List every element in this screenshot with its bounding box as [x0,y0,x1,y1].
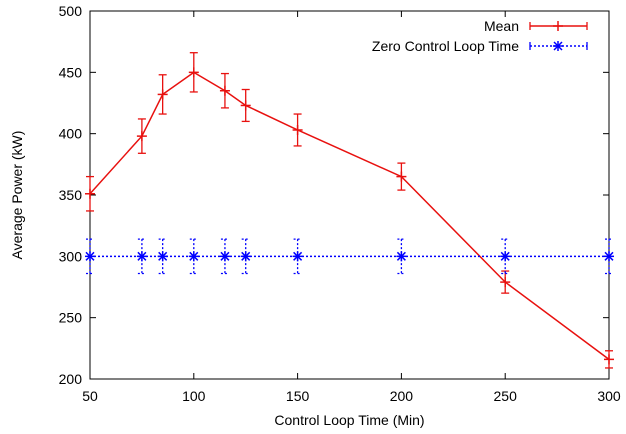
data-point [292,124,303,135]
data-point [219,85,230,96]
data-point [292,251,303,262]
legend-label: Mean [484,18,519,34]
y-tick-label: 450 [59,64,83,80]
data-point [136,131,147,142]
axis-ticks [89,10,610,380]
x-tick-label: 50 [82,388,98,404]
data-point [396,251,407,262]
data-point [240,251,251,262]
x-tick-label: 300 [597,388,621,404]
series-1 [85,52,614,369]
x-tick-label: 150 [286,388,310,404]
legend: Mean Zero Control Loop Time [372,18,588,54]
data-point [188,251,199,262]
x-tick-label: 200 [390,388,414,404]
legend-entry-1: Mean [484,18,588,34]
axis-tick-labels: 50 100 150 200 250 300 200 250 300 350 400 450 500 [59,3,621,404]
y-tick-label: 350 [59,187,83,203]
series-2 [85,238,614,275]
y-tick-label: 300 [59,248,83,264]
legend-marker [553,41,563,51]
data-point [604,251,614,262]
legend-entry-2: Zero Control Loop Time [372,38,588,54]
legend-label: Zero Control Loop Time [372,38,519,54]
data-point [188,67,199,78]
data-point [157,89,168,100]
y-tick-label: 200 [59,371,83,387]
data-point [604,354,614,365]
data-point [157,251,168,262]
legend-marker [553,21,563,31]
data-point [136,251,147,262]
data-point [219,251,230,262]
data-point [85,188,95,199]
y-tick-label: 400 [59,126,83,142]
series-layer [85,52,614,369]
x-axis-label: Control Loop Time (Min) [274,412,424,428]
y-tick-label: 250 [59,310,83,326]
y-tick-label: 500 [59,3,83,19]
data-point [500,277,511,288]
data-point [240,100,251,111]
data-point [500,251,511,262]
data-point [396,171,407,182]
x-tick-label: 250 [494,388,518,404]
series-line [89,71,610,360]
data-point [85,251,95,262]
plot-border [89,10,610,380]
x-tick-label: 100 [182,388,206,404]
y-axis-label: Average Power (kW) [9,131,25,260]
plot-frame [89,10,610,380]
